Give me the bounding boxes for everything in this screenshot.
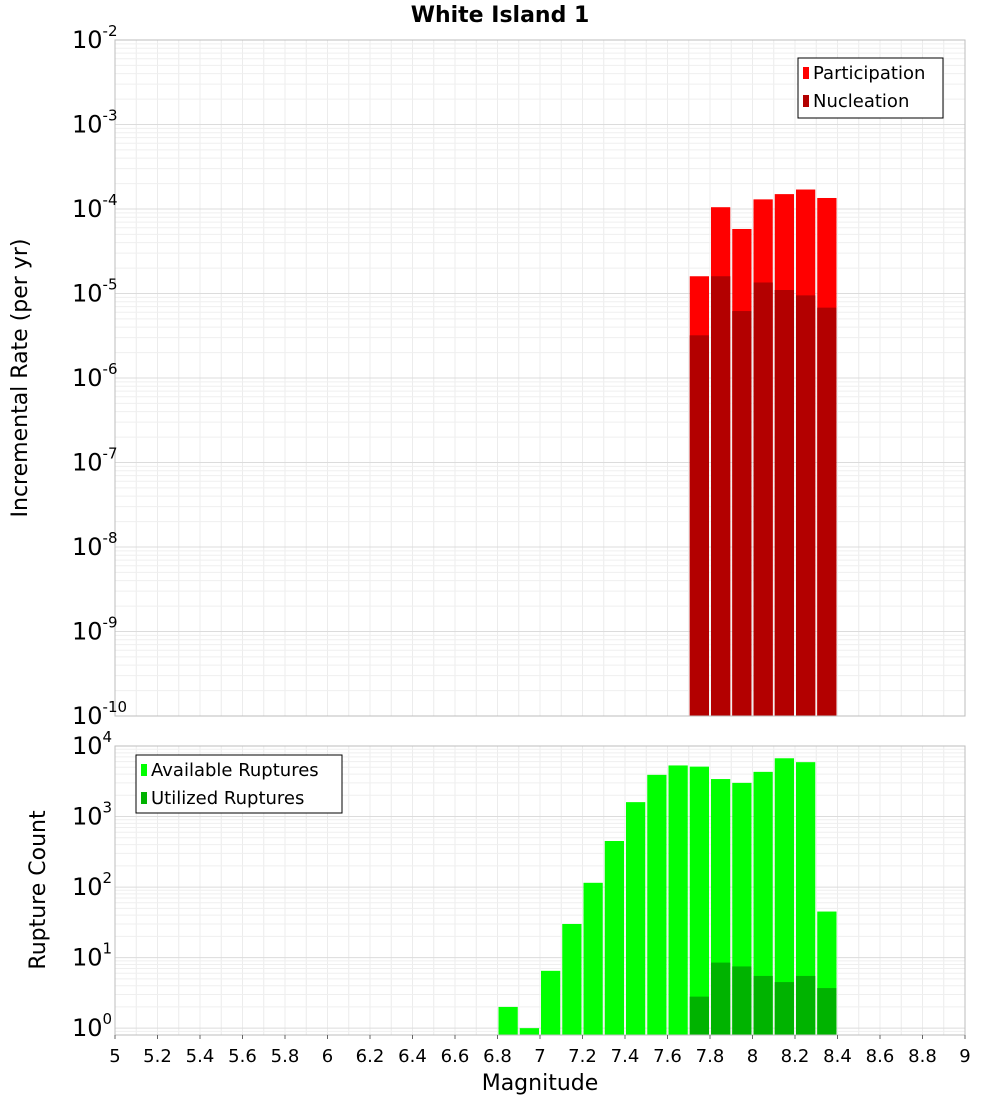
bar-available-ruptures [668, 765, 688, 1035]
bar-utilized-ruptures [711, 962, 731, 1035]
x-tick-label: 5 [109, 1046, 120, 1067]
x-tick-label: 8.2 [781, 1046, 810, 1067]
legend-label: Available Ruptures [151, 760, 319, 781]
bar-utilized-ruptures [774, 982, 794, 1035]
bar-available-ruptures [519, 1028, 539, 1035]
bar-available-ruptures [796, 762, 816, 1035]
bottom-panel: 100 101 102 103 104 5 5.2 5.4 5.6 5.8 6 6.2 6.4 6.6 6… [26, 728, 971, 1096]
bar-available-ruptures [541, 970, 561, 1035]
legend-box [135, 754, 343, 814]
bar-available-ruptures [498, 1006, 518, 1035]
bar-available-ruptures [753, 771, 773, 1035]
x-tick-label: 5.2 [143, 1046, 172, 1067]
bar-available-ruptures [604, 841, 624, 1035]
bar-nucleation [753, 282, 773, 716]
bar-nucleation [689, 335, 709, 716]
y-tick-label: 100 [72, 1010, 112, 1042]
bottom-legend: Available Ruptures Utilized Ruptures [135, 754, 343, 814]
bar-utilized-ruptures [732, 966, 752, 1035]
y-tick-label: 10-9 [72, 614, 118, 646]
y-tick-label: 10-2 [72, 22, 118, 54]
top-plot-frame [114, 39, 966, 717]
bar-available-ruptures [647, 774, 667, 1035]
x-tick-label: 7.2 [568, 1046, 597, 1067]
bar-available-ruptures [626, 802, 646, 1035]
bar-available-ruptures [774, 758, 794, 1035]
bar-nucleation [774, 290, 794, 716]
y-tick-label: 10-6 [72, 360, 118, 392]
x-tick-label: 6.8 [483, 1046, 512, 1067]
x-tick-label: 7.8 [696, 1046, 725, 1067]
top-panel: 10-10 10-9 10-8 10-7 10-6 10-5 10-4 10-3 10-2 In… [8, 22, 966, 730]
bottom-y-axis-label: Rupture Count [26, 810, 51, 970]
top-bars [689, 189, 837, 717]
y-tick-label: 101 [72, 940, 112, 972]
x-tick-label: 5.6 [228, 1046, 257, 1067]
bar-utilized-ruptures [753, 975, 773, 1035]
bar-nucleation [732, 311, 752, 716]
bottom-bars [498, 758, 837, 1035]
legend-swatch [141, 764, 147, 776]
legend-label: Participation [813, 63, 925, 84]
bar-nucleation [817, 307, 837, 716]
legend-swatch [803, 95, 809, 107]
y-tick-label: 102 [72, 869, 112, 901]
top-legend: Participation Nucleation [797, 57, 944, 119]
bar-available-ruptures [689, 766, 709, 1035]
x-axis-label: Magnitude [482, 1071, 599, 1096]
x-tick-label: 7.6 [653, 1046, 682, 1067]
x-tick-label: 9 [959, 1046, 970, 1067]
top-y-axis-label: Incremental Rate (per yr) [8, 239, 33, 518]
y-tick-label: 10-10 [72, 698, 127, 730]
y-tick-label: 10-5 [72, 276, 118, 308]
bar-utilized-ruptures [796, 975, 816, 1035]
x-tick-label: 6 [322, 1046, 333, 1067]
legend-swatch [141, 792, 147, 804]
legend-swatch [803, 67, 809, 79]
x-tick-label: 7 [534, 1046, 545, 1067]
bottom-y-ticks: 100 101 102 103 104 [72, 728, 112, 1042]
top-y-ticks: 10-10 10-9 10-8 10-7 10-6 10-5 10-4 10-3 10-2 [72, 22, 127, 730]
bottom-x-ticks: 5 5.2 5.4 5.6 5.8 6 6.2 6.4 6.6 6.8 7 7.2 7.4 7.6 7.8 8… [109, 1035, 971, 1067]
y-tick-label: 103 [72, 799, 112, 831]
y-tick-label: 10-4 [72, 191, 118, 223]
bar-available-ruptures [583, 882, 603, 1035]
bar-utilized-ruptures [817, 988, 837, 1035]
y-tick-label: 104 [72, 728, 112, 760]
x-tick-label: 7.4 [611, 1046, 640, 1067]
x-tick-label: 6.2 [356, 1046, 385, 1067]
bar-nucleation [711, 276, 731, 716]
x-tick-label: 8.6 [866, 1046, 895, 1067]
chart-title: White Island 1 [411, 3, 590, 28]
x-tick-label: 8.8 [908, 1046, 937, 1067]
bar-utilized-ruptures [689, 996, 709, 1035]
legend-label: Utilized Ruptures [151, 788, 304, 809]
x-tick-label: 6.6 [441, 1046, 470, 1067]
bar-available-ruptures [562, 923, 582, 1035]
top-grid [114, 39, 966, 717]
bar-nucleation [796, 295, 816, 716]
x-tick-label: 6.4 [398, 1046, 427, 1067]
y-tick-label: 10-3 [72, 107, 118, 139]
x-tick-label: 8 [747, 1046, 758, 1067]
x-tick-label: 8.4 [823, 1046, 852, 1067]
x-tick-label: 5.8 [271, 1046, 300, 1067]
y-tick-label: 10-8 [72, 529, 118, 561]
y-tick-label: 10-7 [72, 445, 118, 477]
legend-box [797, 57, 944, 119]
legend-label: Nucleation [813, 91, 909, 112]
x-tick-label: 5.4 [186, 1046, 215, 1067]
